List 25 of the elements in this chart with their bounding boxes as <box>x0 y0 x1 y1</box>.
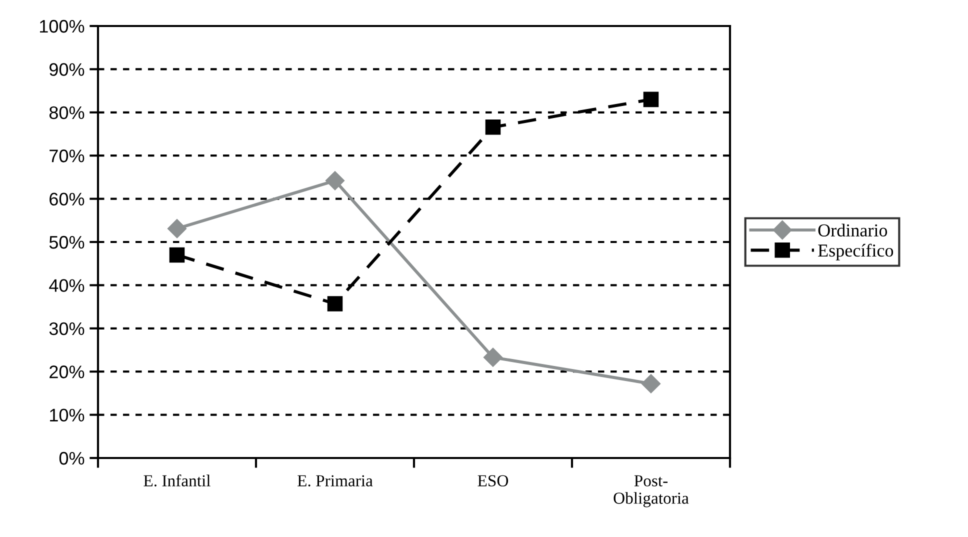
y-tick-label: 70% <box>50 150 84 162</box>
point <box>483 348 503 367</box>
point <box>325 171 345 190</box>
point <box>641 374 661 394</box>
x-tick-label: E. Infantil <box>144 474 210 486</box>
y-tick-label: 80% <box>49 106 84 120</box>
y-tick-label: 60% <box>50 192 84 206</box>
y-tick-label: 90% <box>50 63 84 76</box>
x-tick-label: Post- Obligatoria <box>614 475 689 508</box>
point <box>643 92 659 108</box>
y-tick-label: 10% <box>50 408 84 422</box>
x-tick-label: E. Primaria <box>298 475 373 486</box>
point <box>485 119 501 135</box>
y-tick-label: 0% <box>59 452 84 465</box>
point <box>169 247 185 263</box>
point <box>327 296 343 312</box>
legend-label: Específico <box>818 244 894 260</box>
legend-label: Ordinario <box>818 224 888 236</box>
y-tick-label: 20% <box>50 366 84 378</box>
y-tick-label: 100% <box>40 20 84 33</box>
y-tick-label: 30% <box>49 322 84 336</box>
y-tick-label: 40% <box>49 279 84 292</box>
y-tick-label: 50% <box>49 236 84 249</box>
x-tick-label: ESO <box>478 475 508 486</box>
point <box>167 219 187 238</box>
